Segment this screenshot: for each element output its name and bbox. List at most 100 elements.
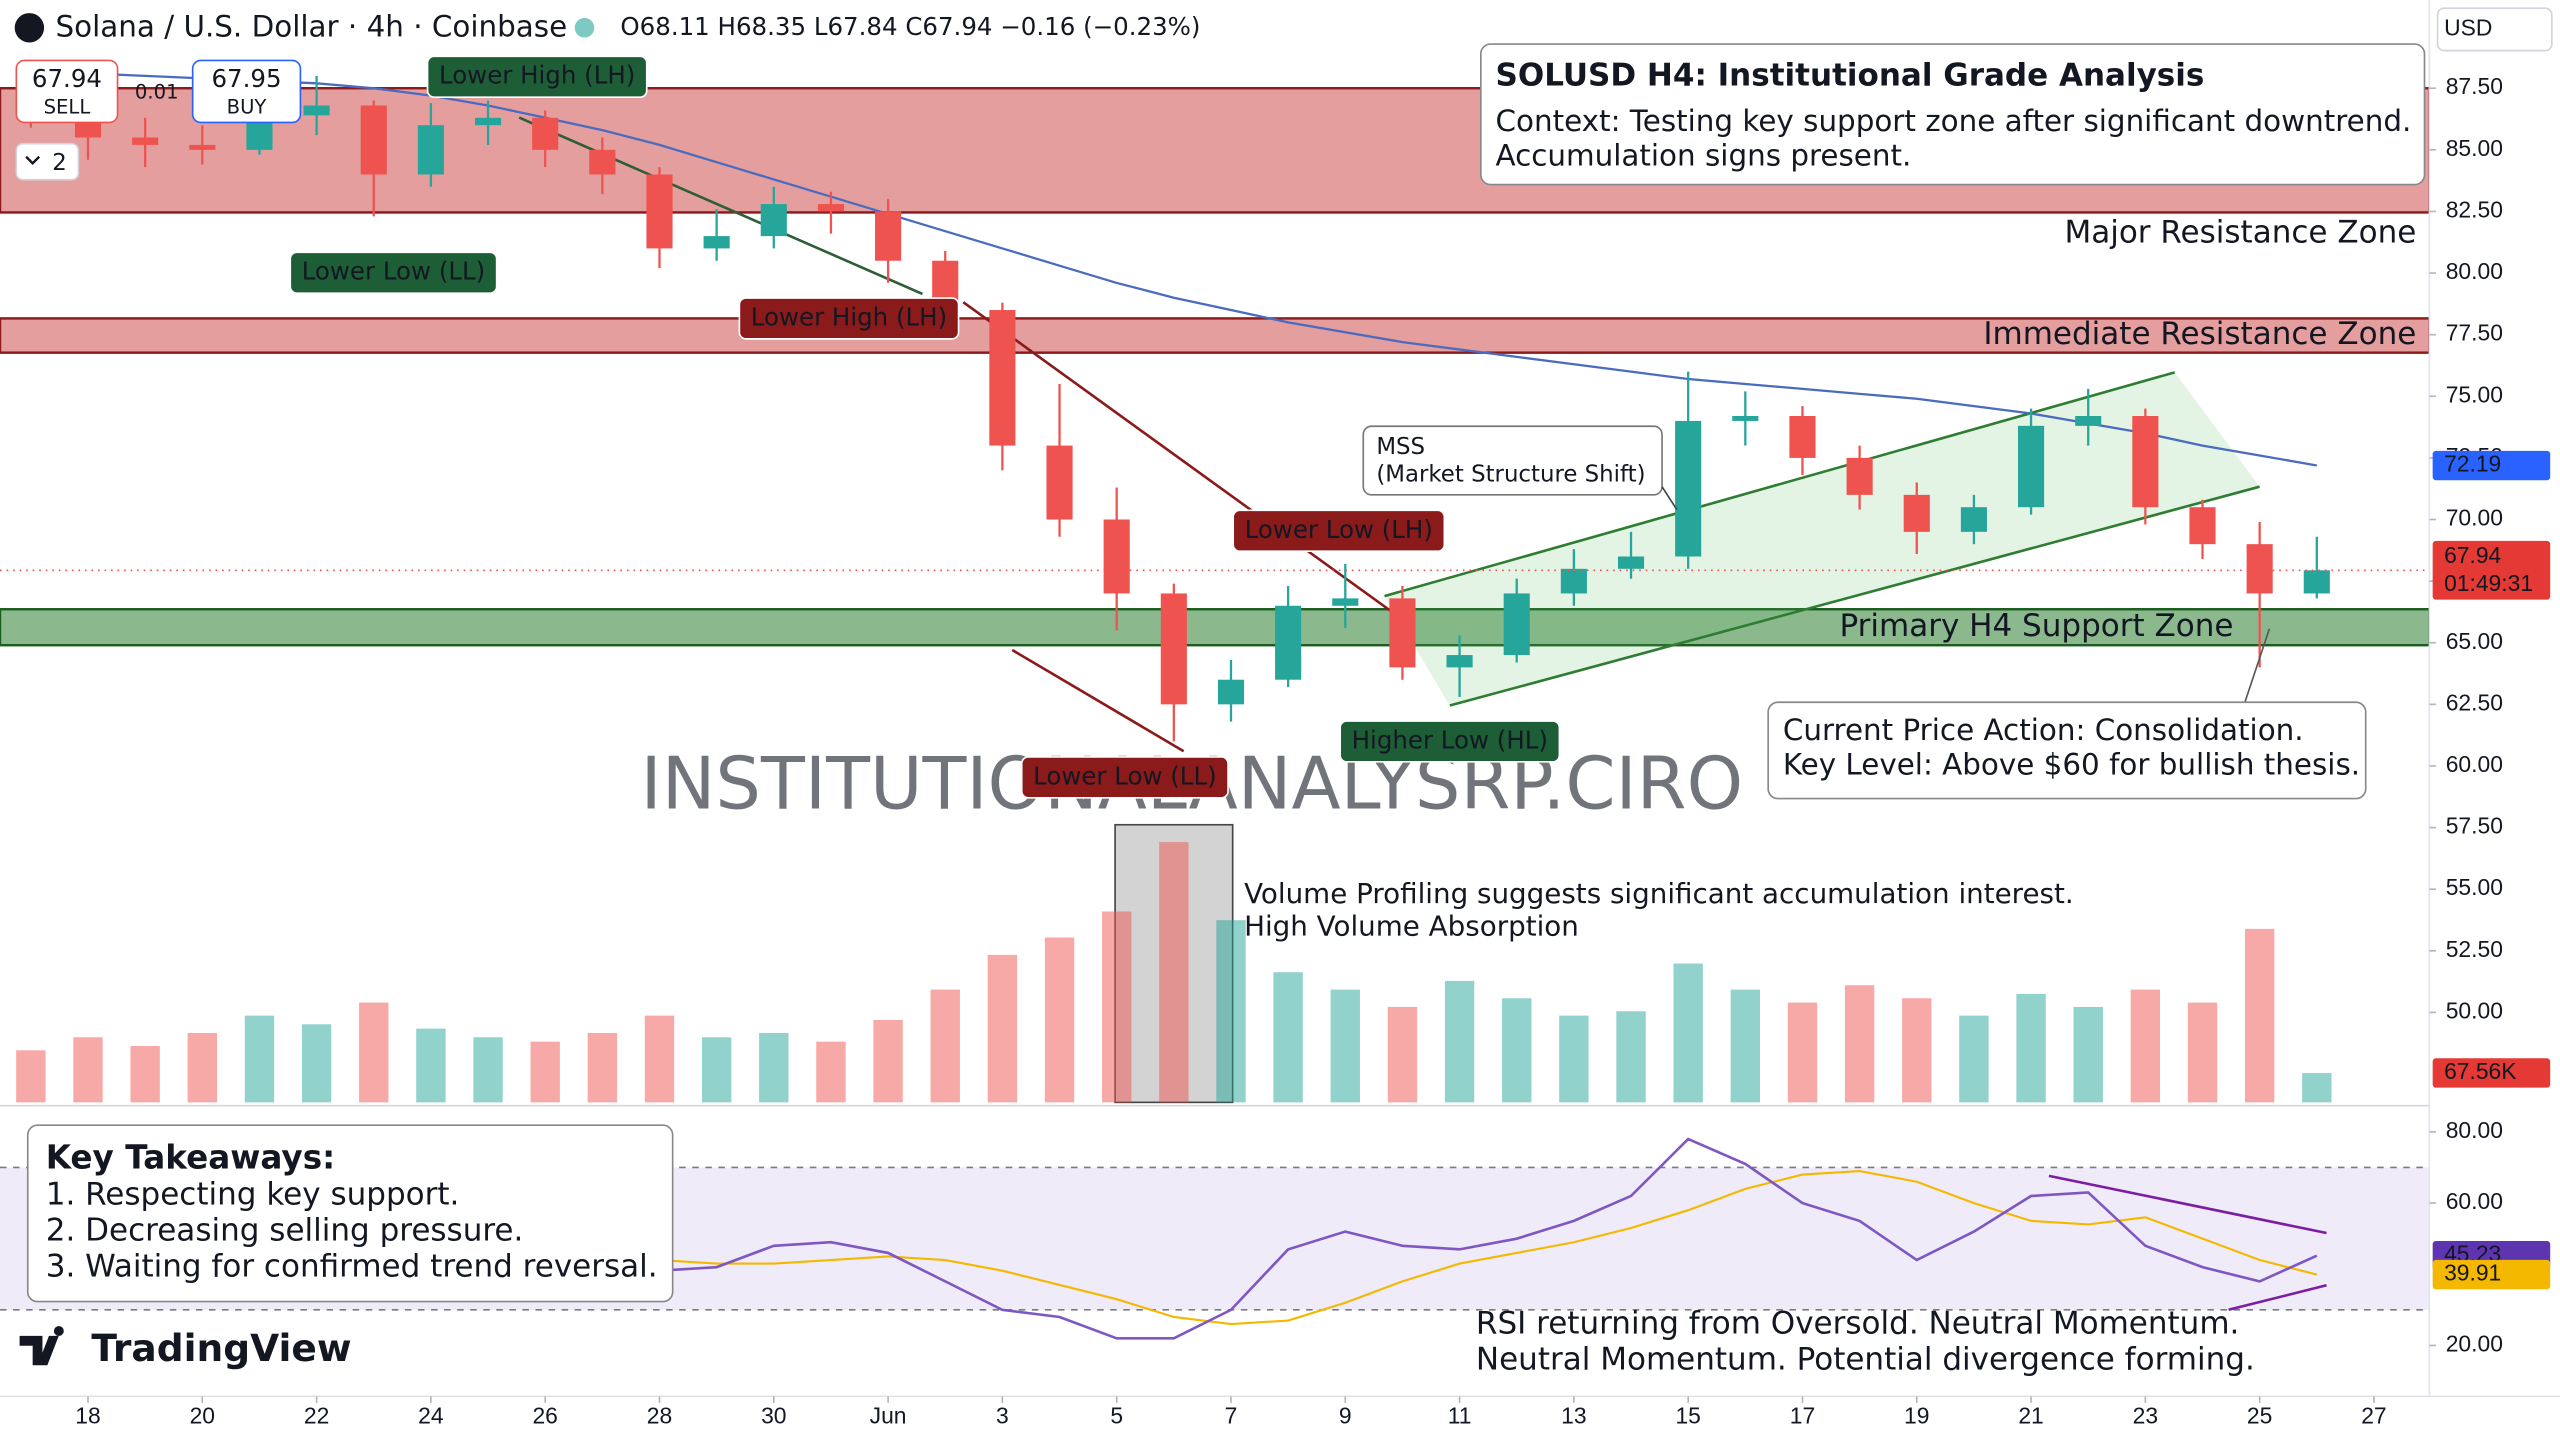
volume-bar [73,1037,103,1103]
volume-bar [530,1041,560,1103]
buy-button[interactable] [191,59,302,124]
price-tag: 67.94 [2444,542,2501,568]
layout-button[interactable] [15,142,80,181]
x-tick-label: 9 [1339,1403,1352,1429]
structure-label-box [1020,756,1229,799]
volume-bar [416,1028,446,1103]
candle-body [2303,570,2330,594]
structure-label-box [1339,720,1561,763]
candle-body [1960,507,1987,532]
symbol-logo [14,13,45,43]
y-tick-label: 50.00 [2446,997,2503,1023]
candle-body [760,204,787,237]
currency-button[interactable] [2436,7,2553,52]
analysis-box [1480,43,2426,186]
structure-label: Lower Low (LL) [1033,761,1216,790]
candle-body [1560,568,1587,594]
candle-body [2189,507,2216,545]
volume-bar [759,1032,789,1103]
volume-bar [1959,1015,1989,1103]
price-action-pointer [2244,628,2271,703]
candle-body [589,149,616,175]
x-tick-label: 20 [190,1403,215,1429]
rsi-note: Neutral Momentum. Potential divergence f… [1476,1341,2255,1377]
volume-bar [2187,1002,2218,1103]
chevron [25,155,41,166]
candle-body [189,144,216,150]
x-tick-label: 11 [1448,1403,1472,1429]
sell-button[interactable] [15,59,119,124]
sell-label: SELL [44,95,91,118]
x-tick-label: 28 [647,1403,672,1429]
brand-logo [19,1326,64,1366]
x-tick-label: 22 [304,1403,329,1429]
trend-line [962,301,1405,622]
ohlc: O68.11 H68.35 L67.84 C67.94 −0.16 (−0.23… [620,12,1200,41]
candle-body [1675,420,1702,557]
candle-body [474,117,502,126]
y-tick-label: 85.00 [2446,135,2503,161]
moving-average [30,69,2318,467]
x-tick-label: 30 [761,1403,786,1429]
volume-bar [1101,911,1132,1103]
volume-bar [1330,989,1360,1103]
x-tick-label: 7 [1225,1403,1238,1429]
volume-bar [1787,1002,1818,1103]
ma-tag: 72.19 [2444,451,2501,477]
x-tick-label: 17 [1790,1403,1815,1429]
volume-bar [1902,998,1932,1103]
takeaway-item: 2. Decreasing selling pressure. [46,1212,524,1248]
x-tick-label: Jun [870,1403,907,1429]
structure-label: Lower High (LH) [751,302,947,331]
candle-body [417,125,444,175]
volume-bar [1044,937,1075,1103]
trend-line [1011,648,1185,753]
candle-body [303,105,330,116]
candle-body [1446,655,1473,668]
structure-label: Lower Low (LH) [1245,515,1433,544]
volume-tag-bg [2432,1058,2551,1088]
x-tick-label: 19 [1904,1403,1929,1429]
volume-bar [2244,928,2275,1103]
volume-bar [130,1045,160,1103]
y-tick-label: 52.50 [2446,936,2503,962]
structure-label-box [1232,509,1446,553]
candle-body [1789,416,1816,458]
trend-line [518,116,923,296]
structure-label: Higher Low (HL) [1352,725,1548,754]
candle-body [360,105,387,175]
ma-tag-bg [2432,450,2551,481]
rsi-ma-tag: 39.91 [2444,1260,2501,1286]
candle-body [875,211,902,261]
volume-bar [1159,842,1189,1103]
y-tick-label: 82.50 [2446,196,2503,222]
volume-bar [1844,985,1875,1103]
y-tick-label: 75.00 [2446,381,2503,407]
volume-bar [701,1037,732,1103]
volume-bar [1502,998,1532,1103]
price-action-text: Current Price Action: Consolidation. [1783,713,2304,747]
y-tick-label: 55.00 [2446,874,2503,900]
y-tick-label: 70.00 [2446,505,2503,531]
y-tick-label: 62.50 [2446,689,2503,715]
rsi-tick-label: 80.00 [2446,1117,2503,1143]
x-tick-label: 15 [1675,1403,1700,1429]
volume-bar [244,1015,275,1103]
volume-tag: 67.56K [2444,1058,2516,1084]
volume-bar [1673,963,1703,1103]
volume-bar [2073,1006,2103,1103]
structure-label-box [289,251,498,294]
candle-body [1275,605,1302,680]
y-tick-label: 57.50 [2446,813,2503,839]
y-tick-label: 87.50 [2446,73,2503,99]
symbol-name: Solana / U.S. Dollar · 4h · Coinbase [56,9,568,43]
takeaway-item: 1. Respecting key support. [46,1176,460,1212]
candle-body [1217,679,1245,705]
takeaways-box [26,1124,674,1303]
x-tick-label: 13 [1561,1403,1586,1429]
volume-bar [16,1050,46,1103]
rsi-tick-label: 20.00 [2446,1330,2503,1356]
takeaways-title: Key Takeaways: [46,1139,335,1177]
rsi-tick-label: 60.00 [2446,1188,2503,1214]
brand: TradingView [91,1326,351,1370]
